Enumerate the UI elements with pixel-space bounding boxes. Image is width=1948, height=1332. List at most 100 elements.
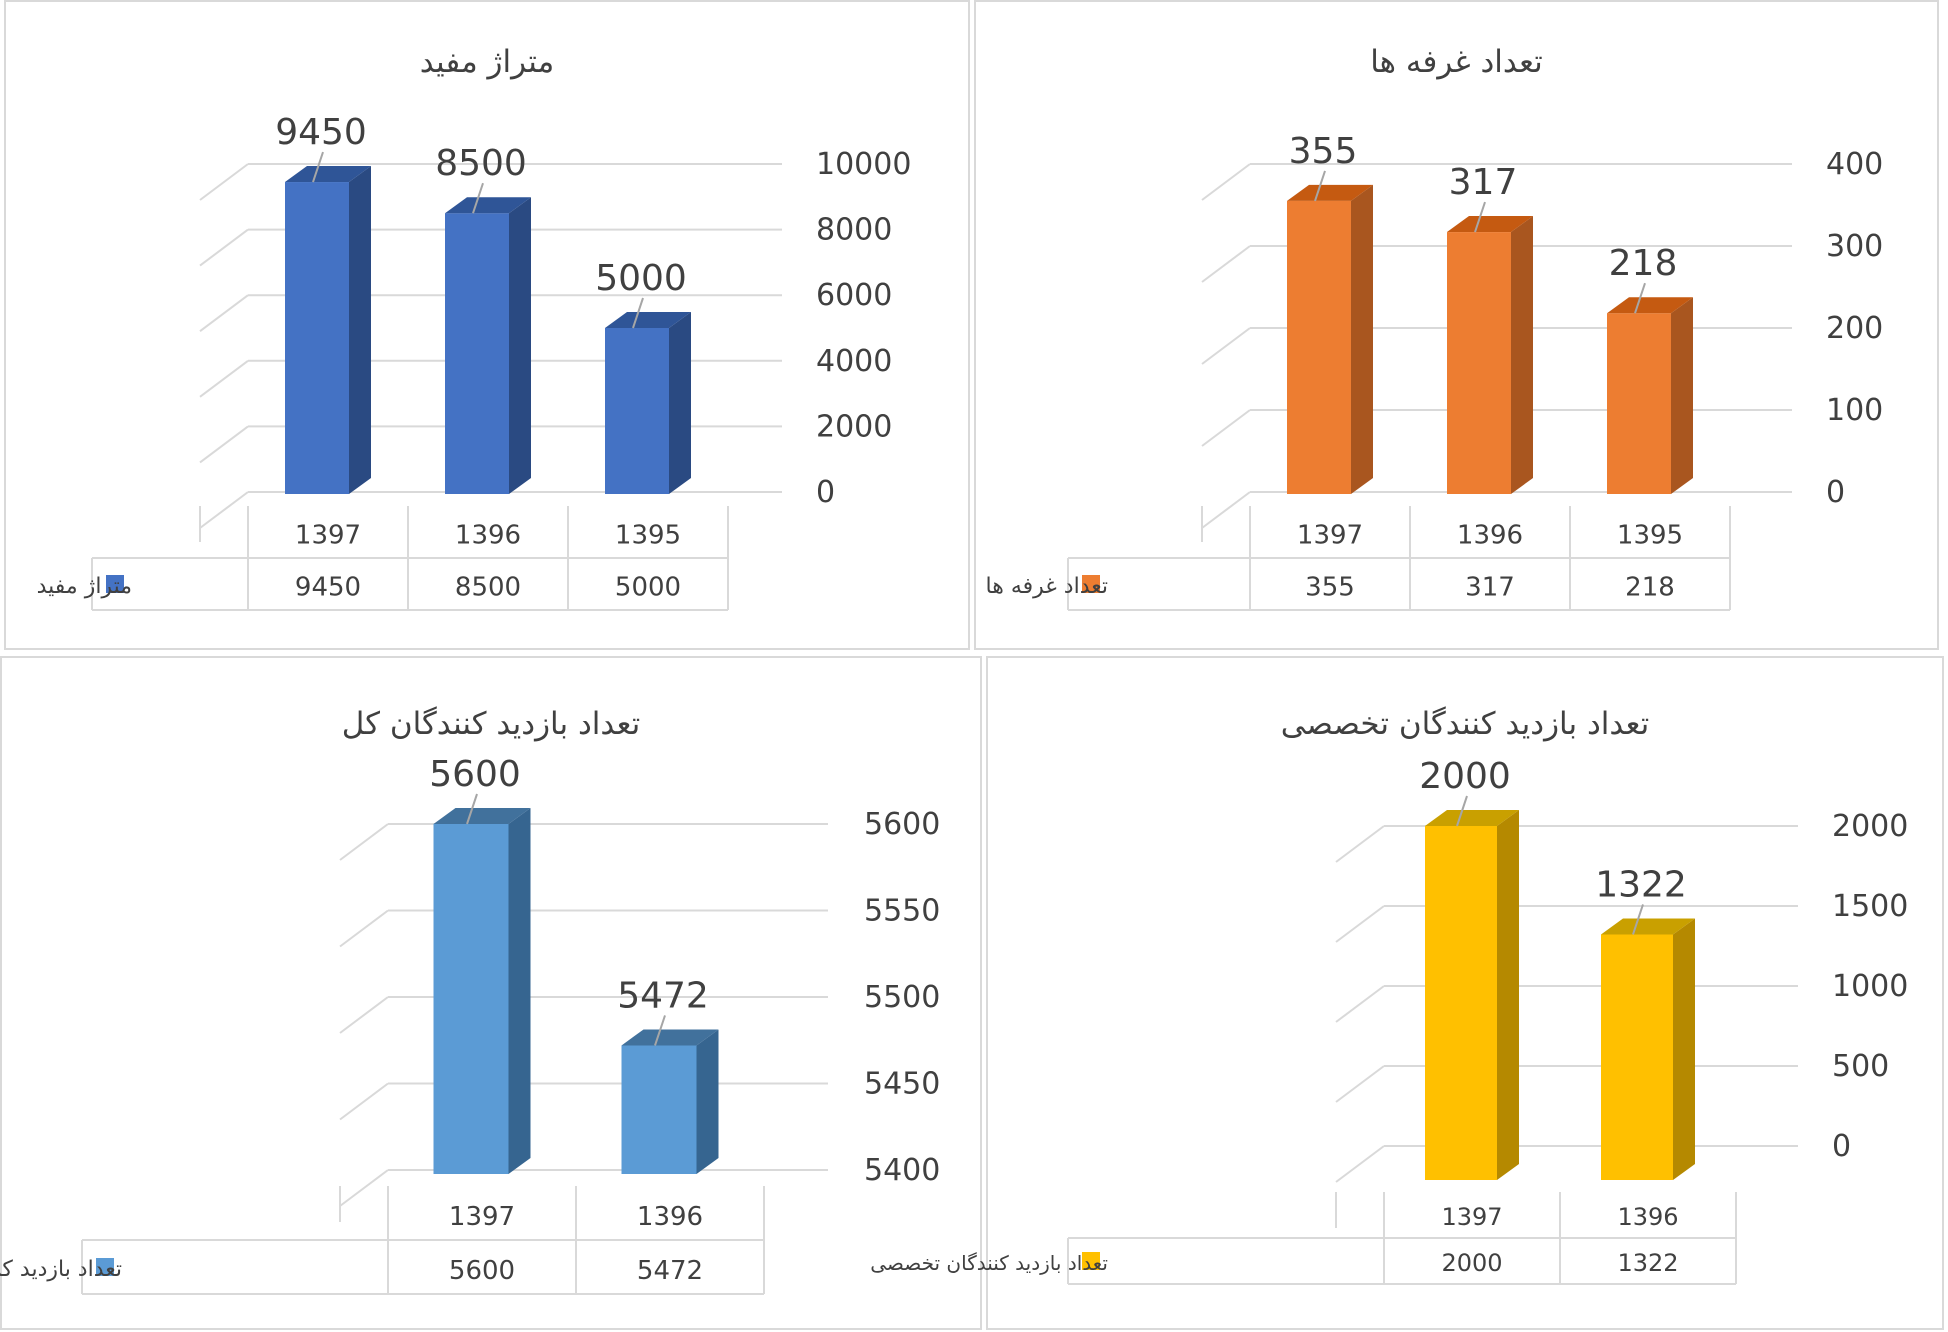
gridline-side <box>199 425 249 464</box>
chart-layer: 5400 5450 5500 5550 5600 5600 5472 1397 5600 1396… <box>0 754 940 1295</box>
data-label: 9450 <box>275 112 367 153</box>
gridline-side <box>1201 245 1251 283</box>
table-cell: 317 <box>1465 572 1515 602</box>
bar-side <box>669 312 691 494</box>
y-tick-label: 400 <box>1826 147 1883 182</box>
y-tick-label: 300 <box>1826 229 1883 264</box>
table-cell: 5472 <box>637 1256 703 1286</box>
data-label-leader <box>1634 282 1646 314</box>
gridline-side <box>199 359 249 398</box>
legend-key <box>106 575 124 593</box>
bar <box>605 328 669 494</box>
bar-top <box>1447 216 1533 233</box>
y-tick-label: 1500 <box>1832 889 1908 924</box>
y-tick-label: 0 <box>1826 475 1845 510</box>
gridline-side <box>1335 985 1385 1023</box>
chart-panel: تعداد بازدید کنندگان کل 5400 5450 5500 5550… <box>0 656 982 1330</box>
data-label-leader <box>312 151 324 183</box>
gridline-side <box>1335 825 1385 863</box>
table-cell: 355 <box>1305 572 1355 602</box>
x-tick-label: 1396 <box>1457 520 1523 550</box>
chart-plot: 0 2000 4000 6000 8000 10000 9450 8500 5000 1397 94… <box>37 112 911 611</box>
gridline-side <box>199 294 249 333</box>
gridline-side <box>1335 905 1385 943</box>
bar <box>1425 826 1497 1180</box>
x-tick-label: 1397 <box>295 520 361 550</box>
x-tick-label: 1396 <box>1617 1203 1678 1231</box>
data-label: 1322 <box>1595 864 1687 905</box>
x-tick-label: 1395 <box>615 520 681 550</box>
chart-layer: 0 100 200 300 400 355 317 218 1397 355 1396 317 1395… <box>986 131 1883 611</box>
gridline-side <box>1335 1145 1385 1183</box>
data-label-leader <box>654 1015 666 1046</box>
table-cell: 9450 <box>295 572 361 602</box>
y-tick-label: 6000 <box>816 278 892 313</box>
bar <box>445 213 509 494</box>
chart-title: تعداد بازدید کنندگان تخصصی <box>1280 706 1650 742</box>
y-tick-label: 8000 <box>816 213 892 248</box>
data-label: 5472 <box>617 975 709 1016</box>
x-tick-label: 1396 <box>455 520 521 550</box>
bar <box>621 1045 697 1174</box>
bar <box>1601 934 1673 1180</box>
gridline-side <box>1201 327 1251 365</box>
y-tick-label: 5500 <box>864 980 940 1015</box>
gridline-side <box>339 1082 389 1121</box>
bar <box>1447 232 1511 494</box>
bar-side <box>1671 297 1693 494</box>
data-label-leader <box>1314 170 1326 202</box>
chart-plot: 0 100 200 300 400 355 317 218 1397 355 1396 317 1395… <box>986 131 1883 611</box>
chart-title: متراژ مفید <box>419 44 555 80</box>
bar <box>1287 200 1351 494</box>
data-label: 355 <box>1289 131 1358 172</box>
y-tick-label: 500 <box>1832 1049 1889 1084</box>
data-label-leader <box>472 182 484 214</box>
bar <box>285 182 349 495</box>
bar-top <box>445 197 531 214</box>
table-cell: 218 <box>1625 572 1675 602</box>
table-cell: 8500 <box>455 572 521 602</box>
bar-side <box>1511 216 1533 494</box>
y-tick-label: 100 <box>1826 393 1883 428</box>
gridline-side <box>199 228 249 267</box>
data-label: 317 <box>1449 162 1518 203</box>
bar-top <box>1607 297 1693 314</box>
bar-top <box>285 166 371 183</box>
data-label: 2000 <box>1419 756 1511 797</box>
data-label-leader <box>1632 904 1644 935</box>
data-label-leader <box>1456 795 1468 827</box>
y-tick-label: 4000 <box>816 344 892 379</box>
data-label: 5600 <box>429 754 521 795</box>
y-tick-label: 5450 <box>864 1067 940 1102</box>
data-label-leader <box>1474 201 1486 233</box>
bar-side <box>509 197 531 494</box>
bar-top <box>1425 810 1519 826</box>
x-tick-label: 1397 <box>1297 520 1363 550</box>
bar <box>433 824 509 1174</box>
gridline-side <box>199 163 249 201</box>
y-tick-label: 200 <box>1826 311 1883 346</box>
y-tick-label: 5600 <box>864 807 940 842</box>
bar <box>1607 313 1671 494</box>
bar-side <box>508 808 531 1174</box>
y-tick-label: 10000 <box>816 147 911 182</box>
chart-layer: 0 2000 4000 6000 8000 10000 9450 8500 5000 1397 94… <box>37 112 911 611</box>
x-tick-label: 1396 <box>637 1202 703 1232</box>
legend-label: متراژ مفید <box>37 574 132 599</box>
chart-title: تعداد غرفه ها <box>1370 44 1543 80</box>
table-cell: 2000 <box>1441 1249 1502 1277</box>
legend-label: تعداد بازدید کنندگان کل <box>0 1256 122 1282</box>
bar-top <box>433 808 531 824</box>
legend-label: تعداد بازدید کنندگان تخصصی <box>870 1251 1108 1275</box>
chart-panel: متراژ مفید 0 2000 4000 6000 8000 10000 9450 850… <box>4 0 970 650</box>
gridline-side <box>339 823 389 861</box>
chart-plot: 5400 5450 5500 5550 5600 5600 5472 1397 5600 1396… <box>0 754 940 1295</box>
data-label-leader <box>466 793 478 825</box>
data-label: 5000 <box>595 258 687 299</box>
y-tick-label: 5550 <box>864 894 940 929</box>
data-label: 218 <box>1609 243 1678 284</box>
y-tick-label: 1000 <box>1832 969 1908 1004</box>
gridline-side <box>199 491 249 529</box>
table-cell: 5600 <box>449 1256 515 1286</box>
chart-layer: 0 500 1000 1500 2000 2000 1322 1397 2000 1396 1322… <box>870 756 1908 1285</box>
